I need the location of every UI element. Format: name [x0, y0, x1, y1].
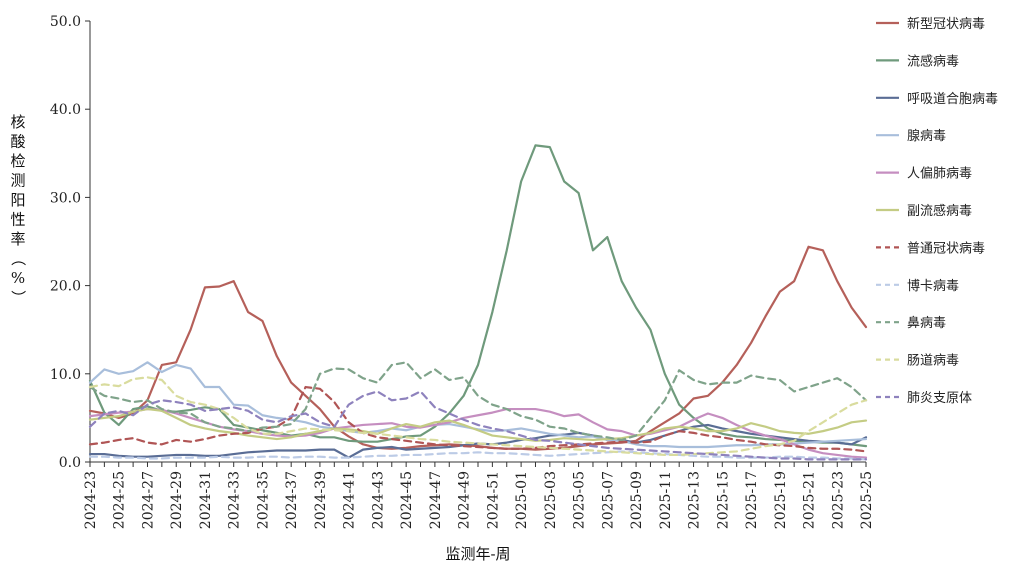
y-axis: 0.0 10.0 20.0 30.0 40.0 50.0 — [50, 14, 91, 471]
x-tick-label: 2024-35 — [255, 471, 271, 529]
y-axis-title-char: （ — [9, 251, 27, 266]
x-tick-label: 2024-49 — [457, 471, 473, 529]
y-axis-title-char: 检 — [10, 152, 25, 170]
y-axis-title-char: 阳 — [10, 191, 25, 209]
x-tick-label: 2024-41 — [342, 471, 358, 529]
legend-label: 博卡病毒 — [907, 279, 959, 294]
y-axis-title-char: 测 — [10, 172, 25, 190]
plot-area — [88, 144, 868, 461]
x-tick-label: 2024-47 — [428, 471, 444, 529]
y-axis-title-char: 性 — [10, 211, 25, 229]
x-tick-label: 2024-33 — [227, 471, 243, 529]
legend-label: 人偏肺病毒 — [907, 167, 972, 182]
legend-label: 肠道病毒 — [907, 354, 959, 369]
x-tick-label: 2024-45 — [399, 471, 415, 529]
legend: 新型冠状病毒流感病毒呼吸道合胞病毒腺病毒人偏肺病毒副流感病毒普通冠状病毒博卡病毒… — [876, 16, 998, 406]
x-tick-label: 2025-25 — [859, 471, 875, 529]
x-tick-label: 2025-05 — [572, 471, 588, 529]
y-axis-title-char: 酸 — [10, 133, 25, 151]
x-tick-label: 2025-09 — [629, 471, 645, 529]
x-tick-label: 2024-25 — [112, 471, 128, 529]
x-tick-label: 2025-01 — [514, 471, 530, 529]
x-tick-label: 2025-19 — [773, 471, 789, 529]
series-line-6 — [88, 407, 868, 442]
y-axis-title-char: 核 — [10, 113, 25, 131]
x-tick-label: 2025-07 — [600, 471, 616, 529]
x-tick-label: 2025-11 — [658, 471, 674, 529]
x-tick-label: 2025-23 — [830, 471, 846, 529]
y-tick-label: 30.0 — [50, 190, 81, 206]
series-line-2 — [88, 144, 868, 448]
legend-label: 鼻病毒 — [907, 315, 946, 331]
legend-label: 流感病毒 — [907, 53, 959, 69]
x-tick-label: 2025-03 — [543, 471, 559, 529]
series-line-10 — [88, 376, 868, 457]
y-tick-label: 20.0 — [50, 279, 81, 295]
y-tick-label: 0.0 — [59, 455, 81, 471]
x-tick-label: 2025-17 — [744, 471, 760, 529]
y-axis-title-char: % — [11, 269, 25, 287]
x-tick-label: 2024-37 — [284, 471, 300, 529]
series-line-1 — [88, 245, 868, 451]
x-tick-label: 2024-29 — [169, 471, 185, 529]
x-tick-label: 2024-23 — [83, 471, 99, 529]
x-axis-title: 监测年-周 — [445, 545, 510, 563]
y-axis-title-char: 率 — [10, 230, 25, 248]
x-tick-label: 2025-21 — [802, 471, 818, 529]
x-tick-label: 2025-13 — [687, 471, 703, 529]
x-tick-label: 2025-15 — [715, 471, 731, 529]
legend-label: 副流感病毒 — [907, 203, 972, 219]
legend-label: 肺炎支原体 — [907, 391, 972, 406]
y-tick-label: 50.0 — [50, 14, 81, 30]
x-tick-label: 2024-51 — [485, 471, 501, 529]
x-tick-label: 2024-43 — [370, 471, 386, 529]
x-tick-label: 2024-27 — [140, 471, 156, 529]
x-axis: 2024-23 2024-25 2024-27 2024-29 2024-31 2024-… — [83, 461, 875, 529]
legend-label: 呼吸道合胞病毒 — [907, 92, 998, 107]
y-axis-title-char: ） — [9, 290, 27, 305]
y-tick-label: 10.0 — [50, 367, 81, 383]
legend-label: 新型冠状病毒 — [907, 16, 985, 32]
x-tick-label: 2024-39 — [313, 471, 329, 529]
series-line-9 — [88, 361, 868, 442]
x-tick-label: 2024-31 — [198, 471, 214, 529]
y-tick-label: 40.0 — [50, 102, 81, 118]
series-line-7 — [88, 385, 868, 453]
legend-label: 普通冠状病毒 — [907, 241, 985, 256]
series-line-8 — [88, 450, 868, 461]
series-line-11 — [88, 390, 868, 461]
legend-label: 腺病毒 — [907, 129, 946, 144]
